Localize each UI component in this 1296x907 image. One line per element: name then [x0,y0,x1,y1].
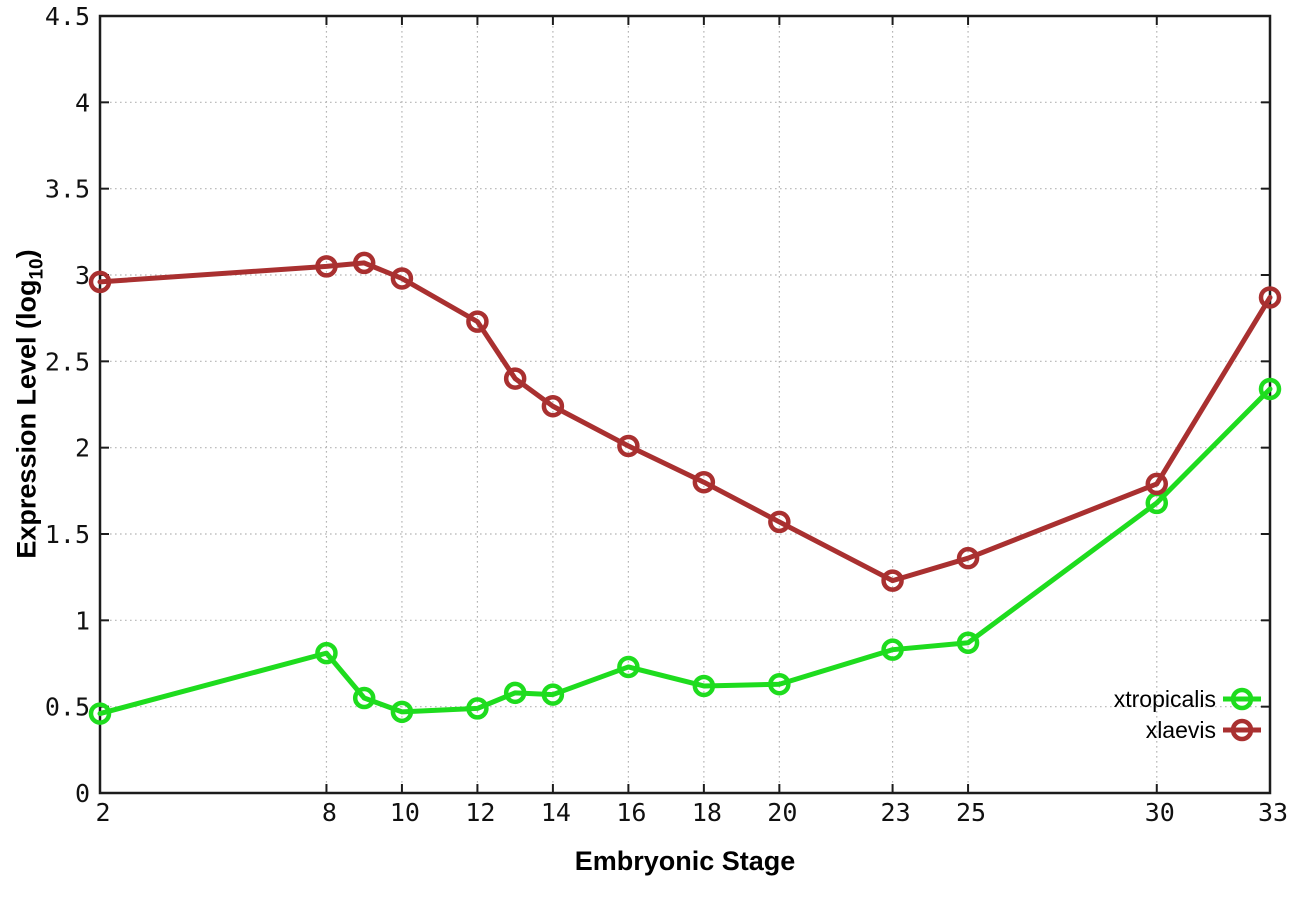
data-point-xlaevis [88,270,112,294]
data-point-xtropicalis [1258,377,1282,401]
data-point-xlaevis [768,510,791,534]
y-axis-title-text: Expression Level (log [11,279,42,559]
x-tick-label: 10 [390,798,420,827]
y-tick-label: 0.5 [45,693,90,722]
data-point-xlaevis [390,267,414,290]
legend-label-xtropicalis: xtropicalis [1114,686,1216,712]
data-point-xlaevis [503,367,527,390]
series-line-xlaevis [97,260,1273,584]
y-tick-label: 2.5 [45,347,90,376]
y-tick-label: 4.5 [45,2,90,31]
data-point-xlaevis [315,255,338,278]
y-tick-label: 4 [75,88,90,117]
data-point-xtropicalis [466,697,489,720]
series-line-xtropicalis [97,386,1273,717]
y-tick-label: 3 [75,261,90,290]
data-point-xtropicalis [503,681,527,705]
data-point-xlaevis [352,251,376,275]
legend-marker-xlaevis [1230,718,1254,742]
data-point-xlaevis [1258,286,1282,309]
legend: xtropicalis xlaevis [1114,686,1261,743]
x-tick-label: 12 [465,798,495,827]
x-tick-label: 18 [692,798,722,827]
data-point-xlaevis [692,470,716,494]
gridlines [100,16,1270,793]
data-point-xtropicalis [352,686,376,710]
data-point-xtropicalis [88,702,112,725]
x-tick-label: 20 [767,798,797,827]
y-tick-label: 1.5 [45,520,90,549]
x-tick-label: 23 [881,798,911,827]
y-axis-title-subscript: 10 [26,258,48,280]
data-point-xtropicalis [692,674,716,698]
series-xtropicalis [88,377,1282,725]
legend-item-xlaevis: xlaevis [1146,717,1261,743]
x-tick-label: 16 [616,798,646,827]
data-point-xlaevis [881,569,904,592]
data-point-xlaevis [956,546,980,570]
data-point-xlaevis [617,434,640,458]
x-tick-label: 30 [1145,798,1175,827]
data-point-xtropicalis [956,631,980,655]
x-tick-label: 8 [322,798,337,827]
axis-ticks [99,15,1271,794]
x-tick-label: 33 [1258,798,1288,827]
y-tick-labels: 0 0.5 1 1.5 2 2.5 3 3.5 4 4.5 [45,2,90,808]
data-point-xtropicalis [617,655,640,679]
y-tick-label: 2 [75,434,90,463]
x-tick-label: 25 [956,798,986,827]
y-tick-label: 3.5 [45,175,90,204]
data-point-xtropicalis [541,683,565,706]
data-point-xtropicalis [315,641,338,665]
y-tick-label: 0 [75,779,90,808]
y-tick-label: 1 [75,606,90,635]
x-tick-label: 14 [541,798,571,827]
x-tick-label: 2 [95,798,110,827]
data-point-xlaevis [466,310,489,333]
data-point-xlaevis [1145,472,1169,496]
data-point-xtropicalis [390,700,414,724]
x-axis-title: Embryonic Stage [574,846,796,876]
legend-label-xlaevis: xlaevis [1146,717,1216,743]
y-axis-title-close: ) [11,249,42,259]
x-tick-labels: 2 8 10 12 14 16 18 20 23 25 30 33 [95,798,1288,827]
data-point-xtropicalis [768,672,791,696]
data-point-xlaevis [541,394,565,418]
legend-marker-xtropicalis [1230,687,1254,711]
plot-border [98,14,1272,795]
legend-item-xtropicalis: xtropicalis [1114,686,1261,712]
data-point-xtropicalis [881,638,904,661]
y-axis-title: Expression Level (log10) [12,249,49,558]
series-xlaevis [88,251,1282,592]
